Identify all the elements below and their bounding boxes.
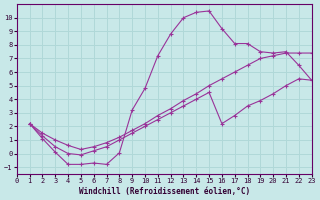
X-axis label: Windchill (Refroidissement éolien,°C): Windchill (Refroidissement éolien,°C) bbox=[79, 187, 250, 196]
